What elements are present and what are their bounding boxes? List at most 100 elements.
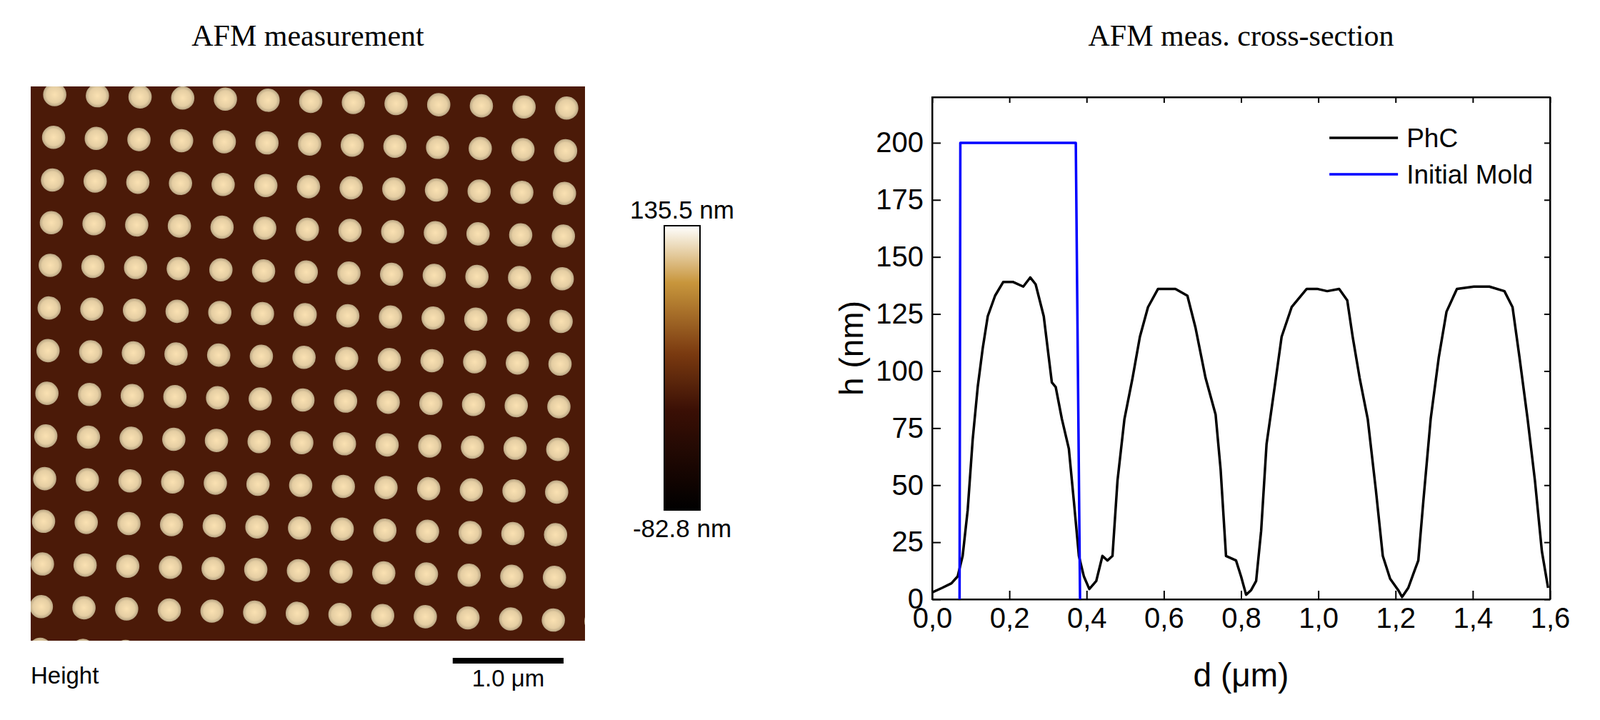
tick [1544,200,1550,201]
pillar [375,432,399,457]
pillar [72,595,96,620]
tick-mark [1544,199,1550,201]
pillar [82,212,106,236]
pillar [419,391,443,415]
pillar [245,472,270,496]
tick-mark [1544,542,1550,544]
pillar [30,552,55,576]
pillar [380,219,405,243]
tick [1544,142,1550,144]
tick-mark [1472,97,1474,103]
pillar [461,392,485,417]
tick-label: 0,4 [1067,602,1108,634]
pillar [427,92,451,117]
tick: 150 [875,240,941,273]
tick-mark [1544,370,1550,373]
tick: 75 [892,412,942,444]
pillar [287,515,312,540]
pillar [330,517,354,541]
chart-title: AFM meas. cross-section [1087,19,1394,53]
pillar [41,125,65,150]
tick-mark [932,370,941,373]
pillar [510,137,535,162]
pillar [329,560,353,584]
pillar [167,214,191,238]
pillar [33,424,58,448]
tick-mark [1544,256,1550,258]
tick-mark [932,142,941,144]
tick-mark [1009,97,1011,103]
pillar [156,640,180,642]
pillar [502,479,526,503]
pillar [120,383,144,408]
tick-mark [1317,97,1320,103]
pillar [553,138,578,163]
tick-mark [932,427,941,430]
tick [1544,427,1550,429]
pillar [85,86,110,108]
tick: 0 [907,582,941,615]
pillar [165,299,189,323]
pillar [545,437,570,461]
legend-label: PhC [1406,123,1458,153]
pillar [541,607,565,632]
pillar [32,466,57,490]
legend: PhCInitial Mold [1329,123,1533,190]
plot-lines [932,142,1548,600]
tick-label: 1,0 [1298,602,1339,634]
x-axis-top [932,97,1551,103]
pillar [39,210,63,235]
pillar [164,342,188,366]
pillar [123,255,148,280]
pillar [295,217,320,241]
tick [1544,257,1550,258]
pillar [209,257,233,282]
tick-label: 125 [875,297,924,330]
pillar [251,259,275,283]
series-line [932,277,1548,597]
pillar [377,347,401,372]
pillar [248,387,273,411]
pillar-lattice [30,86,585,641]
tick-label: 0,6 [1144,602,1185,634]
pillar [333,389,358,413]
pillar [584,609,585,633]
tick-mark [1163,97,1165,103]
plot-frame [932,97,1550,600]
tick [1544,370,1550,372]
pillar [460,435,485,459]
pillar [40,167,65,192]
pillar [250,301,275,325]
pillar [245,515,269,539]
tick: 1,4 [1453,590,1494,634]
tick-mark [932,313,941,315]
pillar [370,603,395,628]
pillar [205,385,230,410]
pillar [83,169,108,193]
pillar [77,382,102,406]
pillar [72,552,97,577]
pillar [125,170,150,194]
tick-mark [932,599,941,601]
pillar [296,175,320,199]
pillar [200,599,224,623]
pillar [337,218,362,243]
tick [1544,314,1550,315]
tick-mark [1009,590,1011,600]
pillar [425,135,450,160]
tick: 200 [875,126,941,158]
tick: 1,2 [1375,590,1416,634]
pillar [115,597,139,621]
tick-label: 0,2 [990,602,1030,634]
pillar [552,181,577,205]
pillar [298,89,323,113]
afm-background [30,86,585,641]
tick-mark [1086,590,1088,600]
tick: 0,4 [1067,590,1108,634]
tick [1544,485,1550,486]
pillar [542,565,566,590]
pillar [457,562,481,587]
pillar [159,512,183,537]
pillar [414,562,438,586]
tick-mark [1086,97,1088,103]
